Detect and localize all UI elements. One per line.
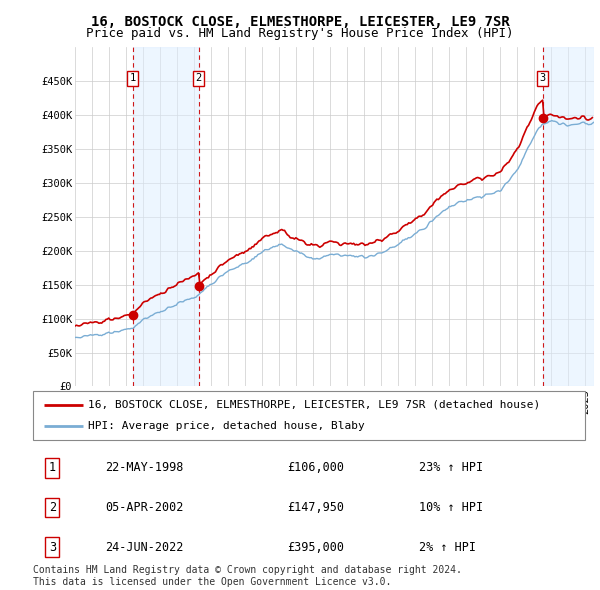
Text: 2% ↑ HPI: 2% ↑ HPI: [419, 540, 476, 553]
Text: Price paid vs. HM Land Registry's House Price Index (HPI): Price paid vs. HM Land Registry's House …: [86, 27, 514, 40]
Text: HPI: Average price, detached house, Blaby: HPI: Average price, detached house, Blab…: [88, 421, 365, 431]
Bar: [542, 47, 594, 386]
Text: 1: 1: [130, 73, 136, 83]
Text: £147,950: £147,950: [287, 501, 344, 514]
Text: Contains HM Land Registry data © Crown copyright and database right 2024.
This d: Contains HM Land Registry data © Crown c…: [33, 565, 462, 587]
Text: 23% ↑ HPI: 23% ↑ HPI: [419, 461, 484, 474]
Text: 22-MAY-1998: 22-MAY-1998: [105, 461, 183, 474]
Text: 1: 1: [49, 461, 56, 474]
Text: 16, BOSTOCK CLOSE, ELMESTHORPE, LEICESTER, LE9 7SR: 16, BOSTOCK CLOSE, ELMESTHORPE, LEICESTE…: [91, 15, 509, 29]
Text: £395,000: £395,000: [287, 540, 344, 553]
Text: £106,000: £106,000: [287, 461, 344, 474]
Text: 3: 3: [539, 73, 546, 83]
FancyBboxPatch shape: [33, 391, 585, 440]
Text: 2: 2: [49, 501, 56, 514]
Text: 2: 2: [196, 73, 202, 83]
Text: 16, BOSTOCK CLOSE, ELMESTHORPE, LEICESTER, LE9 7SR (detached house): 16, BOSTOCK CLOSE, ELMESTHORPE, LEICESTE…: [88, 399, 541, 409]
Text: 05-APR-2002: 05-APR-2002: [105, 501, 183, 514]
Text: 10% ↑ HPI: 10% ↑ HPI: [419, 501, 484, 514]
Bar: [133, 47, 199, 386]
Text: 24-JUN-2022: 24-JUN-2022: [105, 540, 183, 553]
Text: 3: 3: [49, 540, 56, 553]
